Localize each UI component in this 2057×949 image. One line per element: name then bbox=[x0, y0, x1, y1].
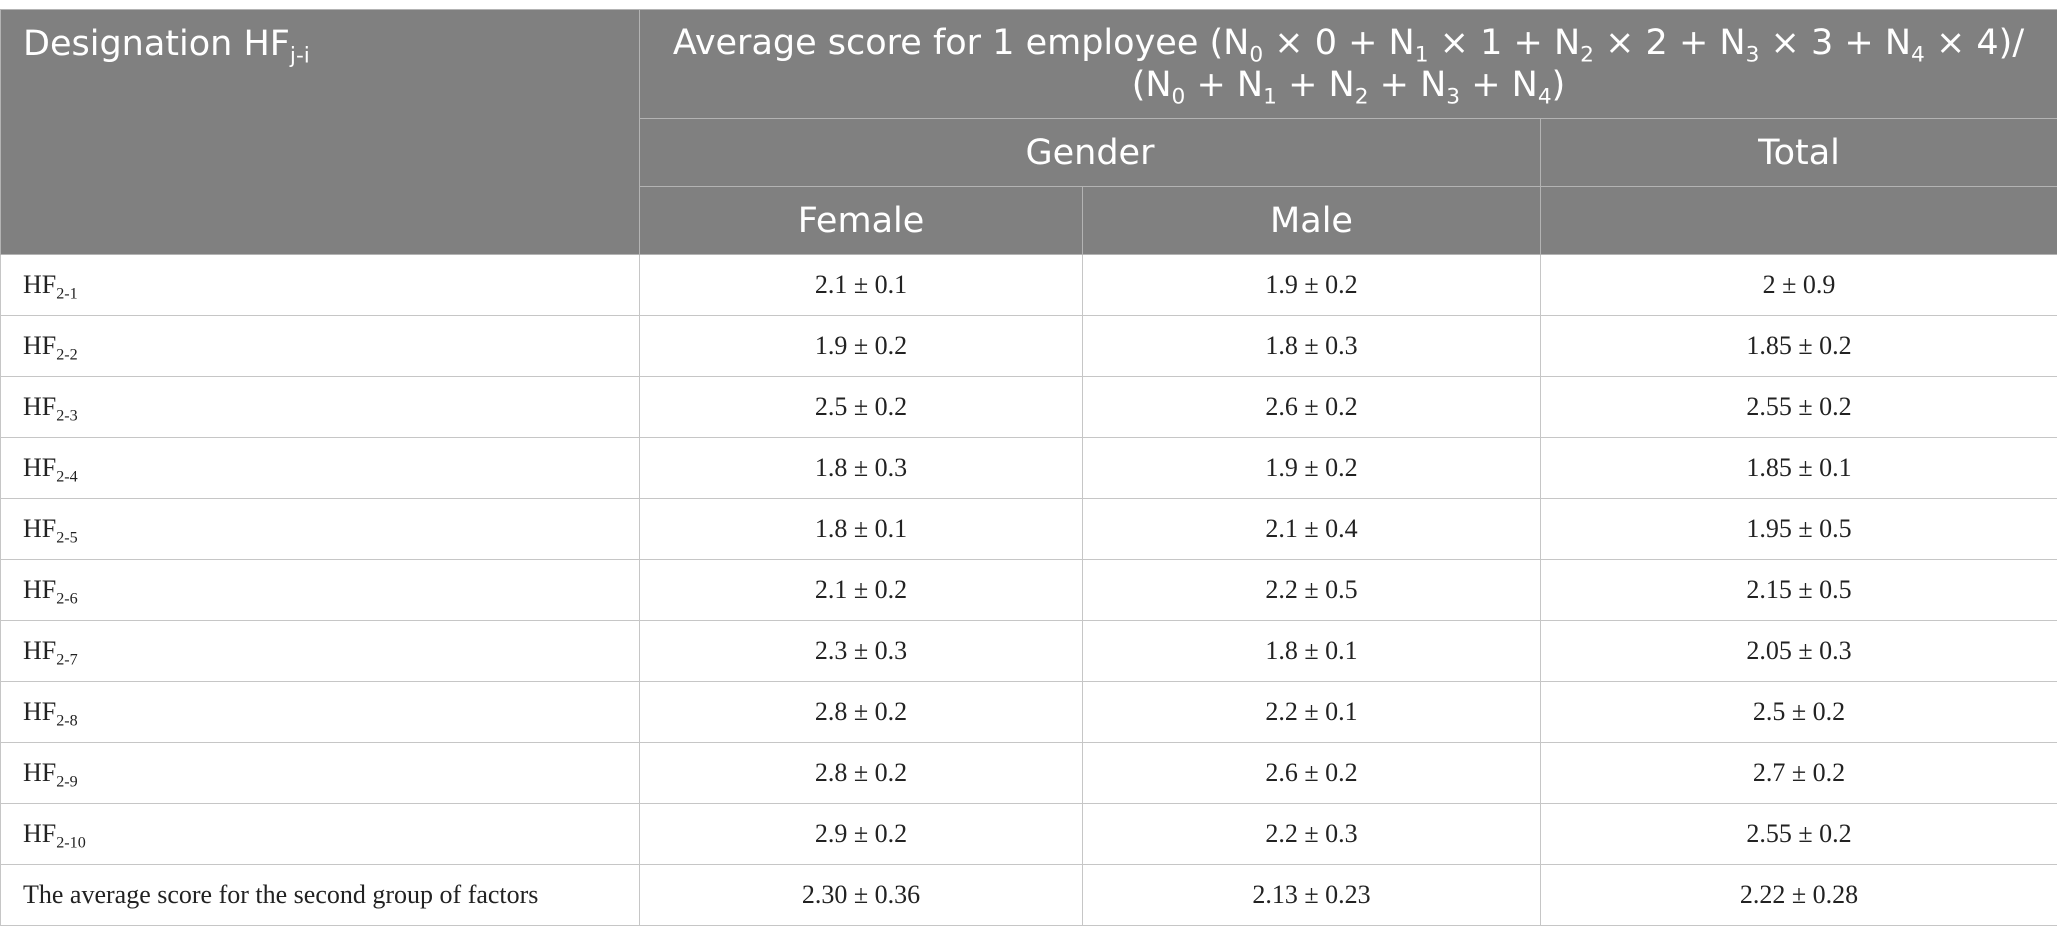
row-label: HF2-9 bbox=[0, 742, 640, 804]
female-cell: 2.1 ± 0.1 bbox=[639, 254, 1083, 316]
female-cell: 2.3 ± 0.3 bbox=[639, 620, 1083, 682]
row-label: HF2-8 bbox=[0, 681, 640, 743]
male-cell: 2.1 ± 0.4 bbox=[1082, 498, 1541, 560]
table-row: HF2-9 2.8 ± 0.2 2.6 ± 0.2 2.7 ± 0.2 bbox=[0, 742, 2057, 804]
summary-label: The average score for the second group o… bbox=[0, 864, 640, 926]
table-body: HF2-1 2.1 ± 0.1 1.9 ± 0.2 2 ± 0.9 HF2-2 … bbox=[0, 254, 2057, 926]
female-cell: 2.1 ± 0.2 bbox=[639, 559, 1083, 621]
male-cell: 1.9 ± 0.2 bbox=[1082, 254, 1541, 316]
table-row: HF2-8 2.8 ± 0.2 2.2 ± 0.1 2.5 ± 0.2 bbox=[0, 681, 2057, 743]
total-subheader-empty bbox=[1539, 186, 2057, 255]
row-label: HF2-7 bbox=[0, 620, 640, 682]
table-row: HF2-6 2.1 ± 0.2 2.2 ± 0.5 2.15 ± 0.5 bbox=[0, 559, 2057, 621]
row-label: HF2-4 bbox=[0, 437, 640, 499]
male-cell: 2.2 ± 0.1 bbox=[1082, 681, 1541, 743]
total-cell: 2.7 ± 0.2 bbox=[1539, 742, 2057, 804]
female-cell: 2.9 ± 0.2 bbox=[639, 803, 1083, 865]
row-label: HF2-10 bbox=[0, 803, 640, 865]
female-cell: 2.8 ± 0.2 bbox=[639, 742, 1083, 804]
table-row: HF2-3 2.5 ± 0.2 2.6 ± 0.2 2.55 ± 0.2 bbox=[0, 376, 2057, 438]
female-header: Female bbox=[639, 186, 1083, 255]
row-label: HF2-2 bbox=[0, 315, 640, 377]
table-row: HF2-7 2.3 ± 0.3 1.8 ± 0.1 2.05 ± 0.3 bbox=[0, 620, 2057, 682]
summary-row: The average score for the second group o… bbox=[0, 864, 2057, 926]
table-row: HF2-5 1.8 ± 0.1 2.1 ± 0.4 1.95 ± 0.5 bbox=[0, 498, 2057, 560]
gender-header: Gender bbox=[639, 118, 1541, 187]
female-cell: 2.5 ± 0.2 bbox=[639, 376, 1083, 438]
total-header: Total bbox=[1539, 118, 2057, 187]
total-cell: 2.55 ± 0.2 bbox=[1539, 376, 2057, 438]
average-score-header: Average score for 1 employee (N0 × 0 + N… bbox=[638, 9, 2057, 119]
male-cell: 2.6 ± 0.2 bbox=[1082, 376, 1541, 438]
total-cell: 1.85 ± 0.2 bbox=[1539, 315, 2057, 377]
total-cell: 2 ± 0.9 bbox=[1539, 254, 2057, 316]
total-cell: 2.05 ± 0.3 bbox=[1539, 620, 2057, 682]
table-row: HF2-4 1.8 ± 0.3 1.9 ± 0.2 1.85 ± 0.1 bbox=[0, 437, 2057, 499]
row-label: HF2-1 bbox=[0, 254, 640, 316]
male-cell: 1.9 ± 0.2 bbox=[1082, 437, 1541, 499]
female-cell: 1.8 ± 0.1 bbox=[639, 498, 1083, 560]
male-cell: 1.8 ± 0.3 bbox=[1082, 315, 1541, 377]
male-cell: 2.2 ± 0.3 bbox=[1082, 803, 1541, 865]
female-cell: 1.8 ± 0.3 bbox=[639, 437, 1083, 499]
total-cell: 2.15 ± 0.5 bbox=[1539, 559, 2057, 621]
summary-male-cell: 2.13 ± 0.23 bbox=[1082, 864, 1541, 926]
male-cell: 2.2 ± 0.5 bbox=[1082, 559, 1541, 621]
female-cell: 1.9 ± 0.2 bbox=[639, 315, 1083, 377]
female-cell: 2.8 ± 0.2 bbox=[639, 681, 1083, 743]
total-cell: 2.55 ± 0.2 bbox=[1539, 803, 2057, 865]
scores-table: Designation HFj-i Average score for 1 em… bbox=[0, 9, 2057, 926]
total-cell: 1.85 ± 0.1 bbox=[1539, 437, 2057, 499]
designation-header: Designation HFj-i bbox=[0, 9, 640, 255]
table-row: HF2-1 2.1 ± 0.1 1.9 ± 0.2 2 ± 0.9 bbox=[0, 254, 2057, 316]
row-label: HF2-3 bbox=[0, 376, 640, 438]
table-row: HF2-10 2.9 ± 0.2 2.2 ± 0.3 2.55 ± 0.2 bbox=[0, 803, 2057, 865]
table-row: HF2-2 1.9 ± 0.2 1.8 ± 0.3 1.85 ± 0.2 bbox=[0, 315, 2057, 377]
summary-total-cell: 2.22 ± 0.28 bbox=[1539, 864, 2057, 926]
summary-female-cell: 2.30 ± 0.36 bbox=[639, 864, 1083, 926]
table-header: Designation HFj-i Average score for 1 em… bbox=[0, 9, 2057, 255]
total-cell: 2.5 ± 0.2 bbox=[1539, 681, 2057, 743]
total-cell: 1.95 ± 0.5 bbox=[1539, 498, 2057, 560]
row-label: HF2-6 bbox=[0, 559, 640, 621]
male-header: Male bbox=[1082, 186, 1541, 255]
male-cell: 1.8 ± 0.1 bbox=[1082, 620, 1541, 682]
row-label: HF2-5 bbox=[0, 498, 640, 560]
male-cell: 2.6 ± 0.2 bbox=[1082, 742, 1541, 804]
